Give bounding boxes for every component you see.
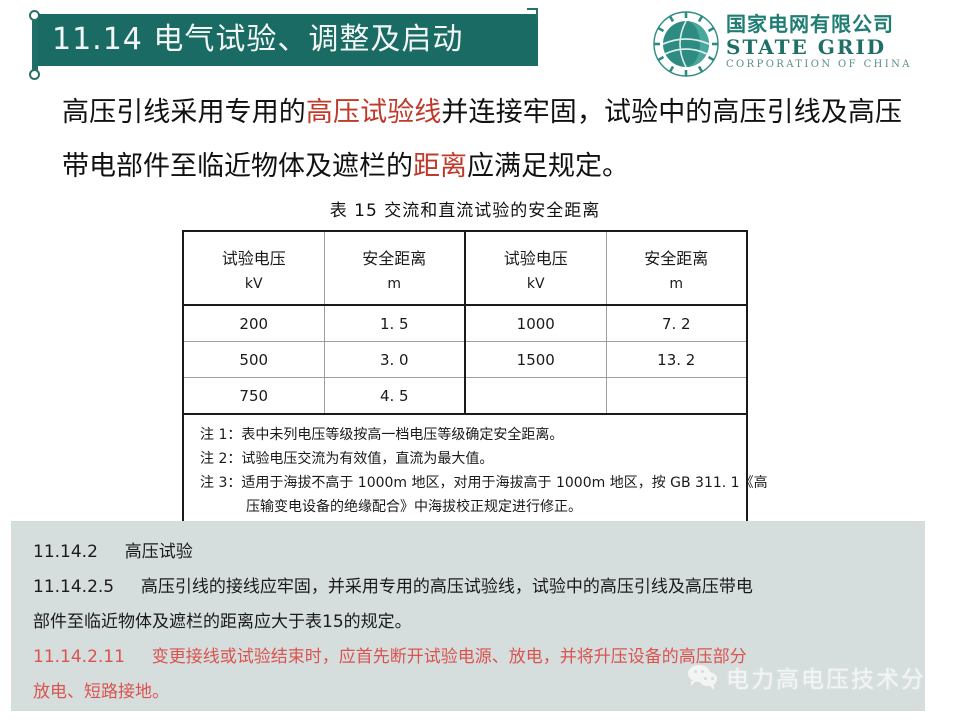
logo-text-en-sub: CORPORATION OF CHINA	[726, 59, 912, 70]
table-cell: 1500	[464, 341, 607, 378]
table-notes-row: 注 1：表中未列电压等级按高一档电压等级确定安全距离。 注 2：试验电压交流为有…	[182, 413, 768, 531]
ribbon-curl-bottom-icon	[29, 69, 40, 80]
state-grid-globe-emblem-icon	[652, 10, 720, 78]
header-unit: kV	[526, 275, 545, 292]
table-cell: 3. 0	[323, 341, 466, 378]
table-cell: 7. 2	[605, 304, 748, 342]
table-caption: 表 15 交流和直流试验的安全距离	[329, 201, 601, 221]
header-name: 试验电压	[221, 248, 286, 268]
clause-text-line2: 部件至临近物体及遮栏的距离应大于表15的规定。	[33, 612, 412, 632]
clause-number: 11.14.2.11	[33, 647, 125, 667]
lead-text: 应满足规定。	[467, 151, 629, 182]
table-header-cell: 试验电压 kV	[464, 230, 607, 306]
clause-11-14-2-11-cont: 放电、短路接地。	[33, 675, 903, 710]
clause-number: 11.14.2.5	[33, 577, 115, 597]
clause-11-14-2-5-cont: 部件至临近物体及遮栏的距离应大于表15的规定。	[33, 605, 903, 640]
table-cell: 500	[182, 341, 325, 378]
clause-heading-text: 高压试验	[124, 542, 193, 562]
clause-panel: 11.14.2 高压试验 11.14.2.5 高压引线的接线应牢固，并采用专用的…	[11, 521, 925, 711]
banner-corner-tick-icon	[527, 8, 538, 19]
slide-header: 11.14 电气试验、调整及启动	[0, 0, 960, 88]
clause-text-line2: 放电、短路接地。	[33, 682, 169, 702]
table-notes-cell: 注 1：表中未列电压等级按高一档电压等级确定安全距离。 注 2：试验电压交流为有…	[182, 413, 768, 531]
table-cell: 1. 5	[323, 304, 466, 342]
header-unit: m	[669, 275, 684, 292]
clause-11-14-2-11: 11.14.2.11 变更接线或试验结束时，应首先断开试验电源、放电，并将升压设…	[33, 640, 903, 675]
header-name: 安全距离	[644, 248, 709, 268]
ribbon-bar	[32, 16, 38, 74]
title-banner: 11.14 电气试验、调整及启动	[38, 14, 538, 66]
header-name: 试验电压	[503, 248, 568, 268]
lead-highlight: 高压试验线	[305, 97, 442, 128]
table-header-cell: 安全距离 m	[605, 230, 748, 306]
table-header-cell: 安全距离 m	[323, 230, 466, 306]
table-row: 750 4. 5	[182, 377, 748, 415]
table-cell: 13. 2	[605, 341, 748, 378]
table-note: 注 3：适用于海拔不高于 1000m 地区，对用于海拔高于 1000m 地区，按…	[200, 475, 768, 491]
table-cell: 1000	[464, 304, 607, 342]
table-header-row: 试验电压 kV 安全距离 m 试验电压 kV 安全距离 m	[182, 230, 748, 306]
logo-text-en: STATE GRID	[726, 35, 887, 59]
lead-paragraph: 高压引线采用专用的高压试验线并连接牢固，试验中的高压引线及高压带电部件至临近物体…	[62, 86, 902, 194]
clause-heading-number: 11.14.2	[33, 542, 98, 562]
clause-text-line1: 高压引线的接线应牢固，并采用专用的高压试验线，试验中的高压引线及高压带电	[140, 577, 753, 597]
state-grid-logo: 国家电网有限公司 STATE GRID CORPORATION OF CHINA	[652, 8, 952, 82]
table-cell	[464, 377, 607, 415]
safety-distance-table: 试验电压 kV 安全距离 m 试验电压 kV 安全距离 m 200 1.	[182, 230, 768, 531]
table-row: 500 3. 0 1500 13. 2	[182, 341, 748, 378]
table-cell: 750	[182, 377, 325, 415]
header-unit: m	[387, 275, 402, 292]
table-cell	[605, 377, 748, 415]
table-cell: 200	[182, 304, 325, 342]
table-note-continuation: 压输变电设备的绝缘配合》中海拔校正规定进行修正。	[246, 499, 582, 515]
table-note: 注 1：表中未列电压等级按高一档电压等级确定安全距离。	[200, 427, 564, 443]
table-cell: 4. 5	[323, 377, 466, 415]
clause-heading: 11.14.2 高压试验	[33, 535, 903, 570]
clause-11-14-2-5: 11.14.2.5 高压引线的接线应牢固，并采用专用的高压试验线，试验中的高压引…	[33, 570, 903, 605]
lead-text: 并连接牢固，试验中的高压引线及高压带电部件至临近物体及遮栏的	[62, 97, 903, 182]
header-name: 安全距离	[362, 248, 427, 268]
table-note: 注 2：试验电压交流为有效值，直流为最大值。	[200, 451, 494, 467]
clause-text-line1: 变更接线或试验结束时，应首先断开试验电源、放电，并将升压设备的高压部分	[151, 647, 747, 667]
state-grid-wordmark: 国家电网有限公司 STATE GRID CORPORATION OF CHINA	[726, 12, 951, 72]
page-title: 11.14 电气试验、调整及启动	[52, 22, 464, 57]
header-unit: kV	[244, 275, 263, 292]
lead-highlight: 距离	[413, 151, 467, 182]
logo-text-cn: 国家电网有限公司	[726, 12, 894, 36]
lead-text: 高压引线采用专用的	[62, 97, 306, 128]
table-row: 200 1. 5 1000 7. 2	[182, 304, 748, 342]
table-header-cell: 试验电压 kV	[182, 230, 325, 306]
